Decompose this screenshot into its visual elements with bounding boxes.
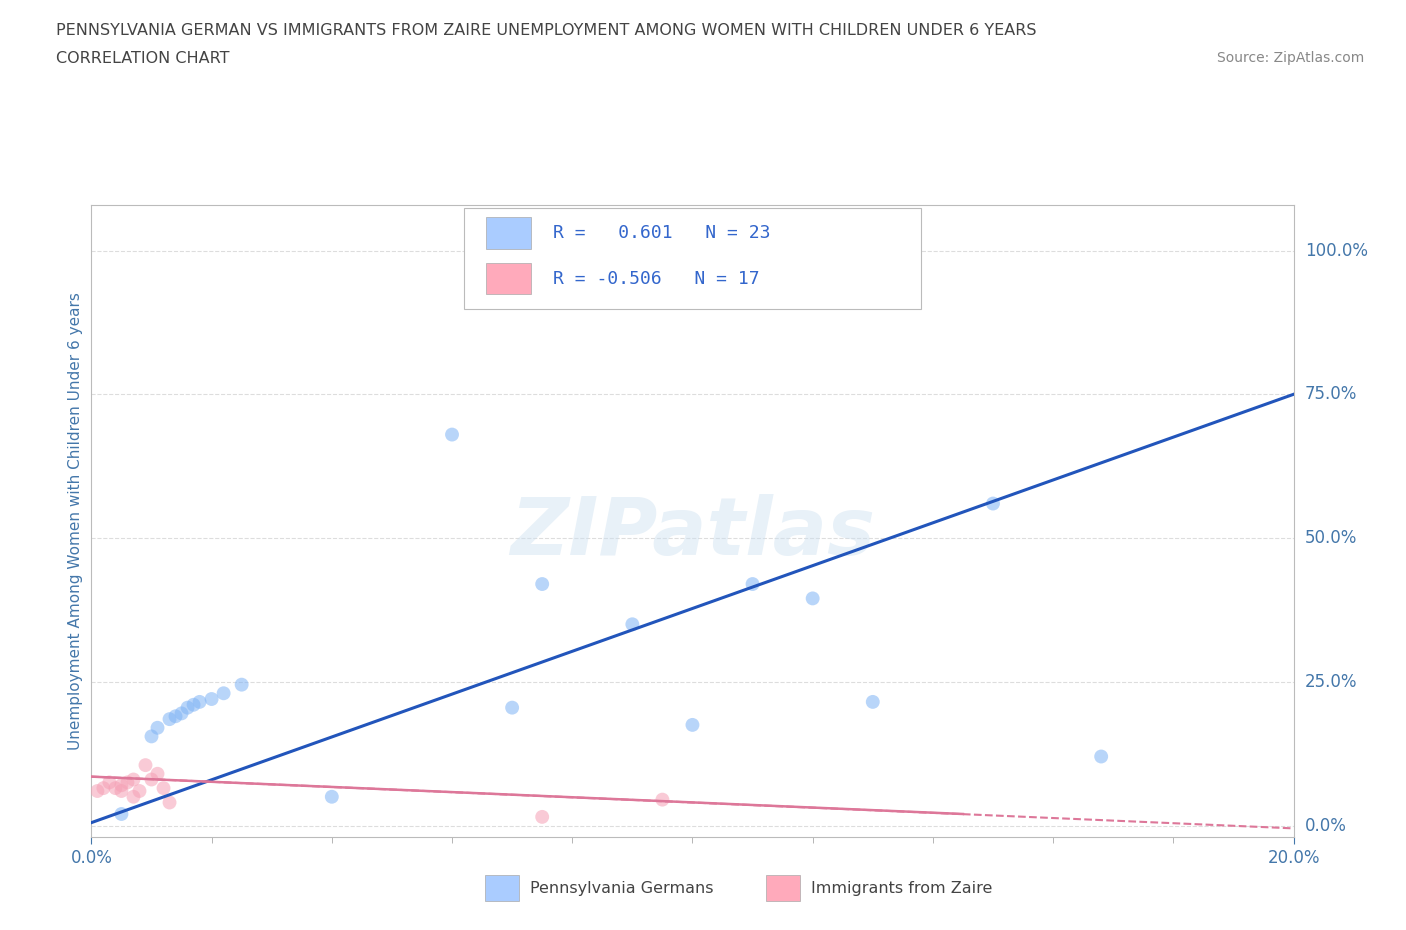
Point: [134, 758, 156, 773]
Point: [201, 692, 224, 707]
Point: [122, 790, 145, 804]
Point: [212, 685, 235, 700]
Point: [152, 780, 174, 795]
Point: [501, 700, 523, 715]
Point: [651, 792, 673, 807]
Point: [621, 617, 644, 631]
Point: [104, 780, 127, 795]
Point: [146, 721, 169, 736]
Point: [741, 577, 763, 591]
Point: [110, 806, 132, 821]
Point: [231, 677, 253, 692]
Point: [93, 780, 115, 795]
Y-axis label: Unemployment Among Women with Children Under 6 years: Unemployment Among Women with Children U…: [67, 292, 83, 750]
Point: [159, 711, 181, 726]
Point: [321, 790, 343, 804]
Point: [1090, 749, 1112, 764]
Text: 100.0%: 100.0%: [1305, 242, 1368, 259]
Point: [146, 766, 169, 781]
Point: [165, 709, 187, 724]
Text: CORRELATION CHART: CORRELATION CHART: [56, 51, 229, 66]
Text: Immigrants from Zaire: Immigrants from Zaire: [811, 881, 993, 896]
Point: [98, 775, 121, 790]
Point: [86, 784, 108, 799]
FancyBboxPatch shape: [485, 218, 531, 249]
Point: [862, 695, 884, 710]
FancyBboxPatch shape: [485, 263, 531, 295]
Point: [176, 700, 198, 715]
Text: PENNSYLVANIA GERMAN VS IMMIGRANTS FROM ZAIRE UNEMPLOYMENT AMONG WOMEN WITH CHILD: PENNSYLVANIA GERMAN VS IMMIGRANTS FROM Z…: [56, 23, 1036, 38]
Point: [122, 772, 145, 787]
Point: [981, 496, 1004, 511]
Point: [110, 777, 132, 792]
Point: [531, 577, 554, 591]
Point: [531, 809, 554, 824]
Text: 25.0%: 25.0%: [1305, 672, 1357, 691]
Point: [159, 795, 181, 810]
Text: 0.0%: 0.0%: [1305, 817, 1347, 834]
Point: [183, 698, 205, 712]
Point: [117, 775, 139, 790]
Text: R = -0.506   N = 17: R = -0.506 N = 17: [553, 270, 759, 287]
Point: [801, 591, 824, 605]
Text: Pennsylvania Germans: Pennsylvania Germans: [530, 881, 714, 896]
Text: 75.0%: 75.0%: [1305, 385, 1357, 404]
Point: [681, 717, 703, 732]
FancyBboxPatch shape: [464, 207, 921, 309]
Text: R =   0.601   N = 23: R = 0.601 N = 23: [553, 224, 770, 242]
Point: [170, 706, 193, 721]
Point: [188, 695, 211, 710]
Point: [141, 729, 163, 744]
Text: ZIPatlas: ZIPatlas: [510, 495, 875, 573]
Text: Source: ZipAtlas.com: Source: ZipAtlas.com: [1216, 51, 1364, 65]
Text: 50.0%: 50.0%: [1305, 529, 1357, 547]
Point: [128, 784, 150, 799]
Point: [440, 427, 463, 442]
Point: [110, 784, 132, 799]
Point: [141, 772, 163, 787]
